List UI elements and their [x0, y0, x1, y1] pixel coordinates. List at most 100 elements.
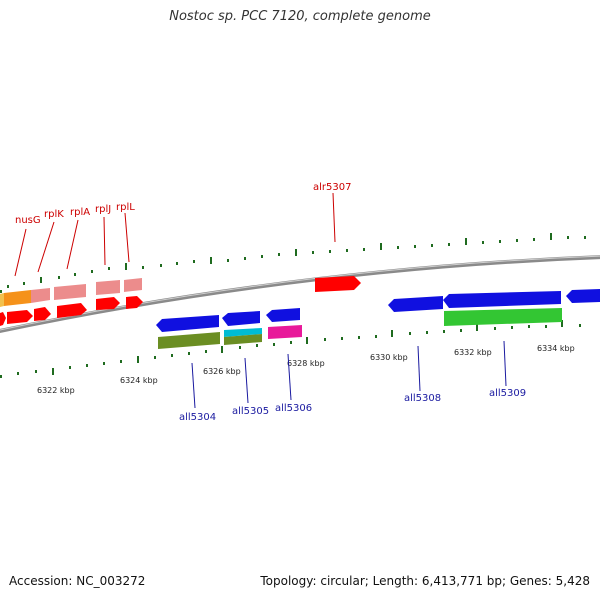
tick-mark	[579, 324, 581, 327]
gene-arrow-left-icon[interactable]	[156, 315, 219, 332]
gene-arrow-left-icon[interactable]	[266, 308, 300, 322]
map-title: Nostoc sp. PCC 7120, complete genome	[169, 9, 431, 24]
tick-mark	[494, 327, 496, 330]
gene-arrow-right-icon[interactable]	[126, 296, 143, 309]
gene-arrow-left-icon[interactable]	[566, 289, 600, 303]
tick-mark	[205, 350, 207, 353]
tick-mark	[567, 236, 569, 239]
gene-arrow-right-icon[interactable]	[34, 307, 51, 321]
tick-mark	[460, 329, 462, 332]
reverse-labels: all5304 all5305 all5306 all5308 all5309	[179, 340, 526, 423]
reverse-gene-track	[156, 289, 600, 332]
tick-mark	[193, 260, 195, 263]
gene-label-all5305[interactable]: all5305	[232, 406, 269, 417]
leader-line	[191, 362, 196, 409]
tick-mark	[550, 233, 552, 240]
gene-arrow-right-icon[interactable]	[0, 312, 6, 326]
feature-block[interactable]	[158, 332, 220, 349]
feature-block[interactable]	[444, 308, 562, 326]
tick-mark	[431, 244, 433, 247]
tick-mark	[108, 267, 110, 270]
tick-labels: 6322 kbp 6324 kbp 6326 kbp 6328 kbp 6330…	[37, 344, 575, 395]
tick-mark	[476, 324, 478, 331]
leader-line	[124, 212, 130, 263]
forward-labels: nusG rplK rplA rplJ rplL alr5307	[14, 182, 351, 277]
gene-label-rplA[interactable]: rplA	[70, 207, 90, 218]
tick-mark	[188, 352, 190, 355]
tick-mark	[499, 240, 501, 243]
tick-mark	[375, 335, 377, 338]
genome-backbone	[0, 255, 600, 334]
tick-mark	[239, 346, 241, 349]
tick-mark	[561, 320, 563, 327]
tick-mark	[329, 250, 331, 253]
gene-label-all5309[interactable]: all5309	[489, 388, 526, 399]
tick-mark	[35, 370, 37, 373]
gene-label-all5304[interactable]: all5304	[179, 412, 216, 423]
gene-label-all5308[interactable]: all5308	[404, 393, 441, 404]
tick-mark	[324, 338, 326, 341]
tick-mark	[380, 243, 382, 250]
tick-mark	[533, 238, 535, 241]
gene-arrow-left-icon[interactable]	[443, 291, 561, 308]
topology-info-text: Topology: circular; Length: 6,413,771 bp…	[260, 574, 590, 588]
tick-mark	[273, 343, 275, 346]
reverse-feature-track	[158, 308, 562, 349]
gene-arrow-right-icon[interactable]	[7, 310, 33, 324]
gene-label-nusG[interactable]: nusG	[15, 215, 41, 226]
gene-label-rplJ[interactable]: rplJ	[95, 204, 111, 215]
feature-block[interactable]	[31, 288, 50, 303]
leader-line	[103, 216, 106, 266]
gene-label-rplK[interactable]: rplK	[44, 209, 64, 220]
tick-mark	[227, 259, 229, 262]
tick-mark	[545, 325, 547, 328]
gene-arrow-left-icon[interactable]	[388, 296, 443, 312]
tick-mark	[341, 337, 343, 340]
tick-mark	[40, 277, 42, 283]
forward-gene-track	[0, 276, 361, 326]
gene-arrow-left-icon[interactable]	[222, 311, 260, 326]
tick-label: 6332 kbp	[454, 348, 492, 357]
tick-mark	[448, 243, 450, 246]
tick-label: 6322 kbp	[37, 386, 75, 395]
tick-mark	[256, 344, 258, 347]
tick-mark	[120, 360, 122, 363]
leader-line	[503, 340, 507, 387]
feature-block[interactable]	[124, 278, 142, 292]
leader-line	[287, 353, 292, 401]
tick-mark	[346, 249, 348, 252]
outer-tick-track	[0, 233, 586, 293]
feature-block[interactable]	[224, 334, 262, 345]
tick-mark	[414, 245, 416, 248]
feature-block[interactable]	[54, 284, 86, 300]
gene-arrow-right-icon[interactable]	[57, 303, 87, 318]
tick-mark	[91, 270, 93, 273]
tick-mark	[312, 251, 314, 254]
gene-label-alr5307[interactable]: alr5307	[313, 182, 351, 193]
leader-line	[332, 192, 336, 243]
gene-label-rplL[interactable]: rplL	[116, 202, 135, 213]
tick-mark	[103, 362, 105, 365]
tick-mark	[125, 263, 127, 270]
tick-mark	[391, 330, 393, 337]
feature-block[interactable]	[268, 325, 302, 339]
tick-label: 6334 kbp	[537, 344, 575, 353]
tick-mark	[290, 341, 292, 344]
tick-mark	[295, 249, 297, 256]
feature-block[interactable]	[96, 280, 120, 295]
feature-block[interactable]	[0, 293, 4, 307]
leader-line	[37, 221, 55, 273]
tick-mark	[482, 241, 484, 244]
leader-line	[417, 345, 421, 392]
gene-arrow-right-icon[interactable]	[315, 276, 361, 292]
tick-mark	[160, 264, 162, 267]
tick-mark	[465, 238, 467, 245]
gene-arrow-right-icon[interactable]	[96, 297, 120, 310]
feature-block[interactable]	[4, 290, 31, 306]
tick-mark	[52, 368, 54, 375]
gene-label-all5306[interactable]: all5306	[275, 403, 312, 414]
tick-mark	[244, 257, 246, 260]
tick-mark	[171, 354, 173, 357]
tick-mark	[443, 330, 445, 333]
tick-mark	[176, 262, 178, 265]
